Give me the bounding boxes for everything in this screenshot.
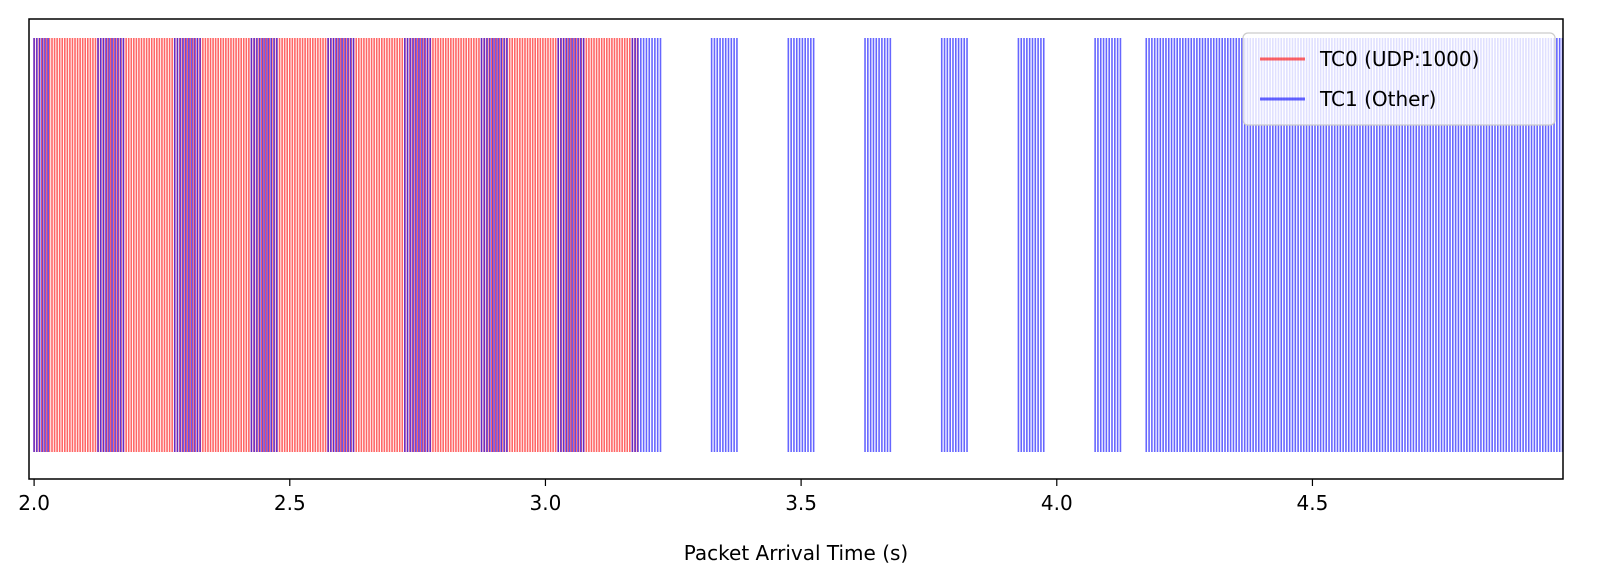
x-tick-label: 3.5 <box>785 491 817 515</box>
x-tick-label: 2.0 <box>18 491 50 515</box>
x-tick-label: 4.5 <box>1297 491 1329 515</box>
plot-frame <box>28 18 1564 480</box>
x-axis: 2.0 2.5 3.0 3.5 4.0 4.5 <box>18 479 1328 515</box>
legend-label-tc1: TC1 (Other) <box>1319 87 1436 111</box>
x-axis-label: Packet Arrival Time (s) <box>684 541 908 565</box>
x-tick-label: 2.5 <box>274 491 306 515</box>
x-tick-label: 4.0 <box>1041 491 1073 515</box>
legend-label-tc0: TC0 (UDP:1000) <box>1319 47 1479 71</box>
x-tick-label: 3.0 <box>530 491 562 515</box>
legend: TC0 (UDP:1000) TC1 (Other) <box>1242 32 1556 126</box>
legend-box <box>1242 32 1556 126</box>
